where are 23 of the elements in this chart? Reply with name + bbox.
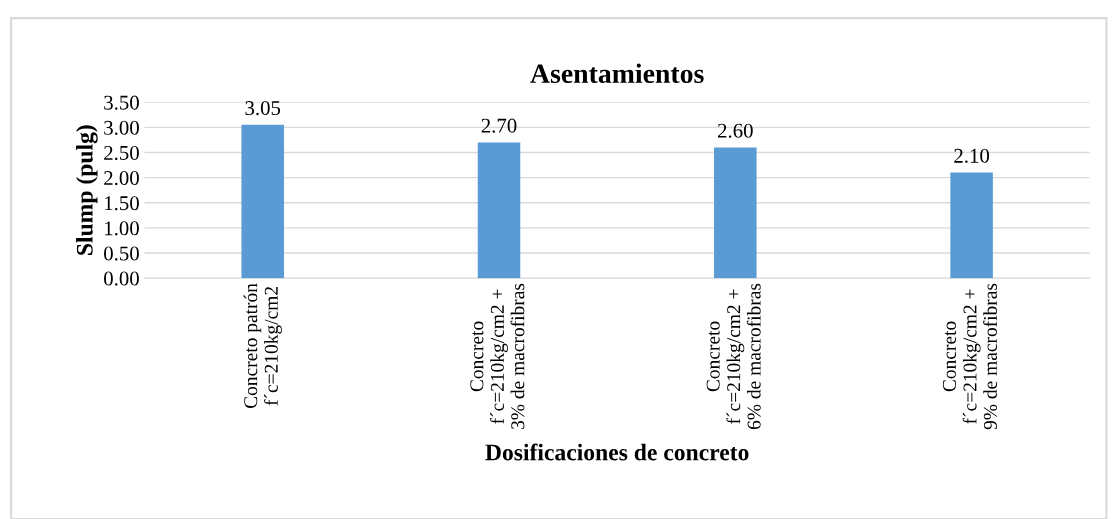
data-label: 3.05 bbox=[245, 101, 281, 116]
y-tick-label: 0.00 bbox=[104, 271, 139, 286]
chart-title: Asentamientos bbox=[530, 63, 704, 84]
y-tick-label: 2.00 bbox=[104, 171, 139, 186]
data-label: 2.60 bbox=[718, 123, 753, 138]
x-tick-label: Concreto patrón f´c=210kg/cm2 bbox=[243, 283, 282, 409]
y-tick-label: 1.00 bbox=[105, 221, 139, 236]
y-tick-label: 3.00 bbox=[104, 120, 139, 135]
y-tick-label: 2.50 bbox=[104, 145, 139, 161]
y-tick-label: 1.50 bbox=[105, 196, 139, 211]
data-label: 2.10 bbox=[954, 148, 990, 163]
bar bbox=[477, 142, 521, 279]
x-tick-label: Concreto f´c=210kg/cm2 + 9% de macrofibras bbox=[942, 283, 998, 430]
bar bbox=[714, 147, 757, 279]
x-tick-label: Concreto f´c=210kg/cm2 + 3% de macrofibras bbox=[470, 283, 525, 429]
bar bbox=[950, 172, 993, 279]
bar bbox=[241, 124, 284, 279]
x-tick-label: Concreto f´c=210kg/cm2 + 6% de macrofibras bbox=[706, 283, 761, 430]
x-axis-title: Dosificaciones de concreto bbox=[485, 443, 749, 461]
y-axis-title: Slump (pulg) bbox=[76, 125, 98, 255]
y-tick-label: 0.50 bbox=[104, 246, 139, 261]
y-tick-label: 3.50 bbox=[104, 95, 139, 110]
data-label: 2.70 bbox=[481, 118, 517, 133]
